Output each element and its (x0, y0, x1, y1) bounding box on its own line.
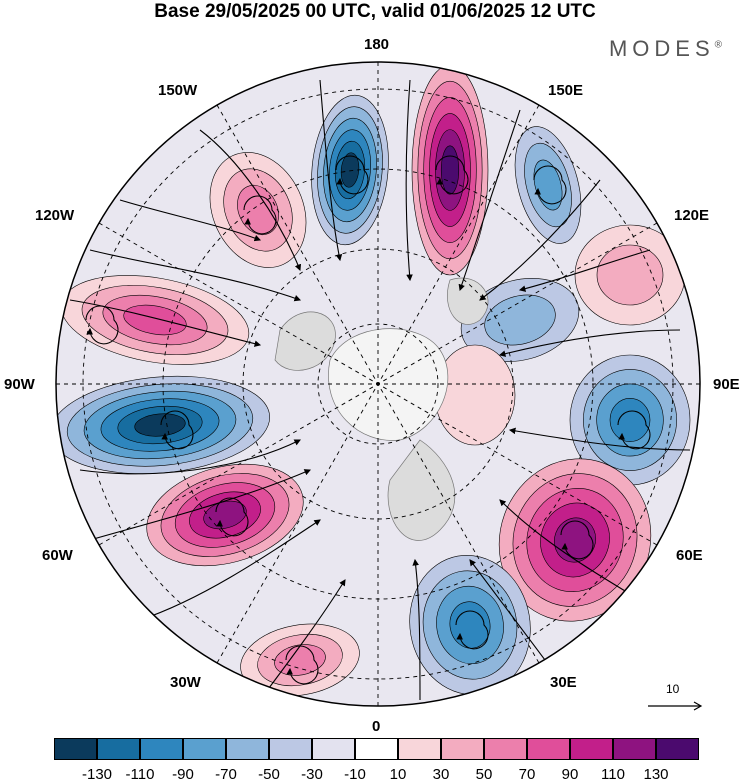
anomaly-contour (340, 152, 360, 188)
map-border (55, 61, 701, 707)
lon-label-0: 0 (372, 718, 381, 735)
map-title: Base 29/05/2025 00 UTC, valid 01/06/2025… (154, 1, 596, 22)
arctic-land (274, 277, 489, 541)
streamline (89, 249, 302, 302)
anomaly-blobs (56, 64, 691, 697)
legend-swatch (97, 738, 140, 760)
legend-tick-label: -130 (81, 766, 113, 783)
streamline-vortex (285, 645, 319, 685)
anomaly-contour (434, 344, 516, 446)
legend-swatch (441, 738, 484, 760)
streamline-vortex (560, 520, 594, 560)
legend-swatch (613, 738, 656, 760)
lon-label-60w: 60W (42, 547, 73, 564)
modes-logo: MODES® (608, 36, 722, 61)
streamline (518, 249, 651, 292)
legend-swatch (398, 738, 441, 760)
lon-label-120w: 120W (35, 207, 75, 224)
streamline (412, 558, 421, 701)
lon-label-150e: 150E (548, 82, 584, 99)
legend-swatch (269, 738, 312, 760)
streamline (139, 519, 321, 621)
legend-tick-label: -90 (172, 766, 194, 783)
legend-tick-label: 110 (601, 766, 625, 783)
anomaly-contour (134, 413, 186, 437)
streamline (89, 469, 312, 541)
polar-anomaly-map (55, 61, 701, 707)
streamline-vortex (160, 410, 194, 450)
streamline (405, 79, 413, 282)
lon-label-30e: 30E (550, 674, 577, 691)
streamline-vortex (533, 165, 567, 205)
legend-swatch (226, 738, 269, 760)
streamline-vortex (455, 610, 489, 650)
anomaly-contour (274, 644, 326, 676)
lon-label-180: 180 (364, 36, 390, 53)
legend-swatch (140, 738, 183, 760)
legend-swatch (183, 738, 226, 760)
legend-tick-label: 70 (518, 766, 536, 783)
legend-swatch (527, 738, 570, 760)
streamlines (69, 79, 691, 701)
legend-swatch (312, 738, 355, 760)
legend-tick-label: -110 (125, 766, 155, 783)
reference-vector: 10 (644, 682, 704, 722)
lon-label-60e: 60E (676, 547, 703, 564)
streamline (479, 179, 601, 301)
streamline-vortex (85, 305, 119, 345)
legend-tick-label: 30 (432, 766, 450, 783)
legend-swatch (484, 738, 527, 760)
reference-vector-label: 10 (666, 682, 680, 696)
legend-tick-label: 130 (643, 766, 669, 783)
streamline (69, 299, 262, 347)
streamline (458, 109, 521, 292)
anomaly-contour (440, 145, 460, 195)
streamline (259, 579, 346, 701)
legend-tick-label: -30 (301, 766, 323, 783)
lon-label-90e: 90E (713, 376, 740, 393)
streamline (199, 129, 302, 272)
streamline-vortex (335, 155, 369, 195)
legend-swatch (54, 738, 97, 760)
streamline-vortex (435, 155, 469, 195)
legend-tick-label: -50 (258, 766, 280, 783)
legend-swatch (570, 738, 613, 760)
streamline-vortex (617, 410, 651, 450)
legend-tick-label: -10 (344, 766, 366, 783)
legend-tick-label: 50 (475, 766, 493, 783)
lon-label-90w: 90W (4, 376, 35, 393)
streamline (508, 427, 691, 451)
lon-label-30w: 30W (170, 674, 201, 691)
streamline (319, 79, 343, 262)
legend-swatch (355, 738, 398, 760)
streamline (499, 499, 641, 601)
anomaly-contour (554, 517, 596, 563)
anomaly-contour (609, 398, 651, 442)
legend-swatch (656, 738, 699, 760)
graticule (56, 62, 700, 706)
anomaly-contour (596, 244, 664, 306)
streamline-vortex (215, 497, 249, 537)
legend-tick-label: 90 (561, 766, 579, 783)
legend-tick-label: -70 (215, 766, 237, 783)
lon-label-120e: 120E (674, 207, 710, 224)
streamline-vortex (243, 195, 277, 235)
streamline (498, 329, 681, 357)
streamline (79, 439, 301, 475)
streamline (119, 199, 262, 242)
lon-label-150w: 150W (158, 82, 198, 99)
legend-tick-label: 10 (389, 766, 407, 783)
